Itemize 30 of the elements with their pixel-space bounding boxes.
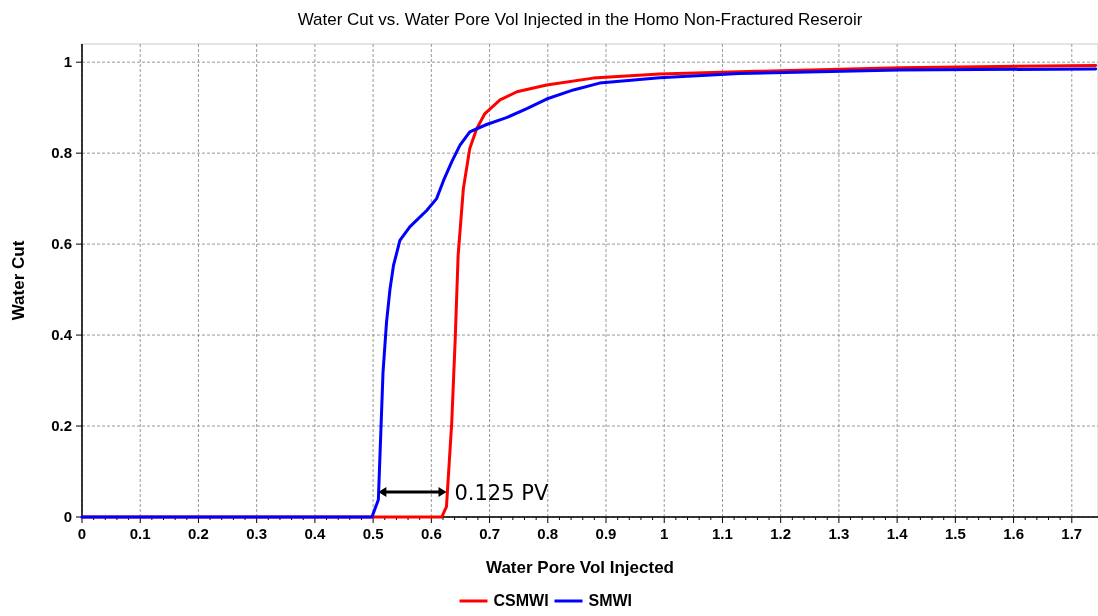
legend-label: CSMWI bbox=[493, 592, 549, 609]
x-tick-label: 0.9 bbox=[595, 525, 617, 542]
x-tick-label: 0.6 bbox=[420, 525, 442, 542]
x-tick-label: 1.5 bbox=[944, 525, 966, 542]
x-tick-label: 0.5 bbox=[362, 525, 384, 542]
x-tick-label: 0.3 bbox=[246, 525, 268, 542]
y-tick-label: 0.8 bbox=[51, 144, 72, 162]
x-tick-label: 1.7 bbox=[1061, 525, 1083, 542]
x-axis-title: Water Pore Vol Injected bbox=[486, 558, 674, 577]
x-tick-label: 1.2 bbox=[770, 525, 792, 542]
y-axis-title: Water Cut bbox=[9, 240, 28, 321]
x-tick-label: 1.1 bbox=[712, 525, 733, 542]
x-tick-label: 0.2 bbox=[188, 525, 209, 542]
x-tick-label: 0.1 bbox=[129, 525, 151, 542]
annotation: 0.125 PV bbox=[454, 480, 549, 505]
x-tick-label: 1.3 bbox=[828, 525, 850, 542]
legend-label: SMWI bbox=[588, 592, 633, 609]
x-tick-label: 1 bbox=[660, 525, 669, 542]
x-tick-label: 1.4 bbox=[886, 525, 909, 542]
x-tick-label: 1.6 bbox=[1003, 525, 1025, 542]
y-tick-label: 1 bbox=[63, 53, 72, 71]
x-tick-label: 0.4 bbox=[304, 525, 326, 542]
x-tick-label: 0.7 bbox=[479, 525, 500, 542]
x-tick-label: 0 bbox=[77, 525, 87, 542]
chart-title: Water Cut vs. Water Pore Vol Injected in the Homo Non-Fractured Reseroir bbox=[297, 10, 863, 29]
y-tick-label: 0 bbox=[63, 508, 72, 525]
y-tick-label: 0.6 bbox=[51, 235, 72, 253]
y-tick-label: 0.2 bbox=[51, 417, 72, 435]
x-tick-label: 0.8 bbox=[537, 525, 559, 542]
y-tick-label: 0.4 bbox=[51, 326, 73, 344]
